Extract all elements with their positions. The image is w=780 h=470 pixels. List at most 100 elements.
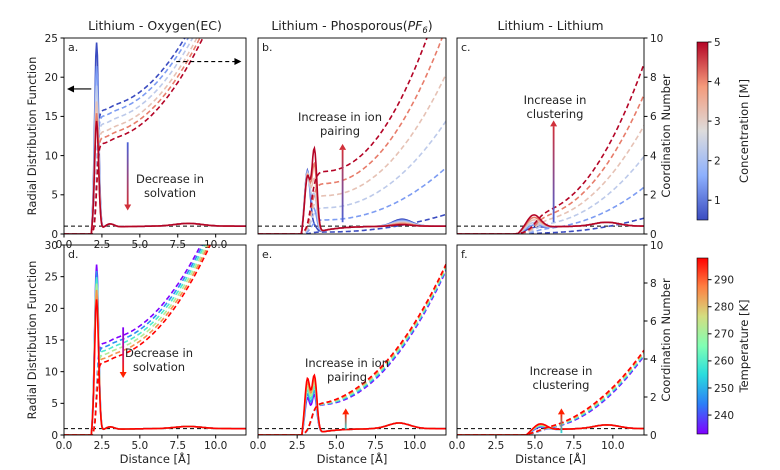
y-tick-label: 5 — [51, 398, 58, 410]
x-axis-label: Distance [Å] — [515, 451, 586, 466]
cn-series-6 — [258, 263, 446, 435]
y-axis-label: Radial Distribution Function — [25, 57, 39, 216]
cn-series-6 — [64, 38, 204, 234]
guide-arrow-head — [119, 372, 127, 378]
axis-direction-arrowhead — [234, 58, 242, 66]
guide-arrow-head — [339, 143, 347, 150]
guide-arrow-shaft — [552, 126, 555, 223]
x-tick-label: 5.0 — [527, 440, 544, 452]
cn-series-5 — [258, 38, 443, 234]
x-tick-label: 5.0 — [131, 440, 148, 452]
colorbar-tick-label: 2 — [714, 155, 721, 167]
cn-series-4 — [258, 266, 446, 435]
rdf-series-6 — [258, 145, 446, 234]
x-tick-label: 7.5 — [566, 440, 583, 452]
colorbar-tick-label: 290 — [714, 274, 734, 286]
cn-series-1 — [258, 270, 446, 435]
y-axis-label: Radial Distribution Function — [25, 261, 39, 420]
panel-label: a. — [68, 41, 78, 54]
cn-series-2 — [258, 269, 446, 435]
cn-series-5 — [258, 265, 446, 435]
cn-series-1 — [64, 38, 186, 234]
y2-tick-label: 8 — [650, 278, 657, 290]
x-tick-label: 0.0 — [449, 440, 466, 452]
plot-area — [64, 38, 246, 234]
annotation-text: clustering — [527, 107, 584, 121]
rdf-series-6 — [64, 120, 246, 234]
y-tick-label: 0 — [51, 229, 58, 241]
panel-label: d. — [68, 248, 78, 261]
y2-tick-label: 4 — [650, 150, 657, 162]
colorbar-tick-label: 1 — [714, 195, 721, 207]
axes-frame — [456, 37, 645, 235]
y2-tick-label: 8 — [650, 72, 657, 84]
cn-series-2 — [64, 245, 204, 435]
rdf-series-6 — [64, 299, 246, 435]
axis-direction-arrowhead — [67, 85, 75, 93]
cn-series-6 — [64, 245, 212, 435]
y-tick-label: 0 — [51, 430, 58, 442]
panel-c: 0 2 4 6 8 10 c. Lithium - Lithium Coordination N… — [456, 18, 673, 241]
cn-series-1 — [457, 217, 644, 234]
annotation-text: solvation — [144, 186, 196, 200]
x-tick-label: 7.5 — [169, 440, 186, 452]
y-tick-label: 25 — [45, 33, 58, 45]
y2-tick-label: 6 — [650, 316, 657, 328]
panel-title: Lithium - Oxygen(EC) — [88, 18, 222, 33]
annotation-text: Increase in ion — [298, 110, 382, 124]
plot-area — [258, 263, 446, 435]
y2-tick-label: 2 — [650, 190, 657, 202]
cn-series-5 — [64, 245, 210, 435]
x-tick-label: 5.0 — [328, 440, 345, 452]
cn-series-3 — [64, 245, 206, 435]
colorbar-gradient — [696, 41, 709, 221]
colorbar-tick-label: 4 — [714, 76, 721, 88]
rdf-series-1 — [457, 221, 644, 234]
rdf-series-4 — [64, 101, 246, 234]
cn-series-6 — [457, 349, 644, 435]
x-tick-label: 2.5 — [289, 440, 306, 452]
rdf-series-6 — [457, 423, 644, 435]
y2-tick-label: 4 — [650, 354, 657, 366]
y-tick-label: 10 — [45, 150, 58, 162]
x-tick-label: 10.0 — [601, 440, 624, 452]
y2-tick-label: 10 — [650, 33, 663, 45]
cn-series-3 — [258, 267, 446, 435]
colorbar-tick-label: 240 — [714, 410, 734, 422]
panel-e: 0.0 2.5 5.0 7.5 10.0 e. Distance [Å] Increase i… — [250, 244, 447, 466]
y2-tick-label: 2 — [650, 392, 657, 404]
annotation-text: Increase in — [530, 364, 593, 378]
guide-arrow-head — [342, 408, 350, 415]
y2-axis-label: Coordination Number — [659, 278, 673, 402]
colorbar-tick-label: 280 — [714, 302, 734, 314]
cn-series-5 — [64, 38, 201, 234]
rdf-series-3 — [457, 221, 644, 234]
annotation-text: Decrease in — [136, 172, 204, 186]
y-tick-label: 15 — [45, 111, 58, 123]
axes-frame — [63, 244, 247, 436]
cn-series-2 — [457, 186, 644, 234]
rdf-series-6 — [457, 214, 644, 234]
y-tick-label: 25 — [45, 271, 58, 283]
rdf-series-5 — [258, 161, 446, 234]
guide-arrow-shaft — [126, 142, 129, 205]
plot-area — [457, 63, 644, 234]
annotation-text: Decrease in — [125, 346, 193, 360]
annotation-text: pairing — [320, 124, 360, 138]
cn-series-4 — [457, 125, 644, 234]
x-tick-label: 0.0 — [250, 440, 267, 452]
panel-label: c. — [461, 41, 471, 54]
cn-series-3 — [457, 353, 644, 435]
colorbar-tick-label: 5 — [714, 37, 721, 49]
y-tick-label: 5 — [51, 190, 58, 202]
axes-frame — [456, 244, 645, 436]
plot-area — [64, 245, 246, 435]
y-tick-label: 10 — [45, 366, 58, 378]
x-tick-label: 0.0 — [56, 440, 73, 452]
colorbar-gradient — [696, 257, 709, 435]
cn-series-5 — [457, 94, 644, 234]
cn-series-3 — [457, 156, 644, 234]
guide-arrow-shaft — [341, 149, 344, 223]
